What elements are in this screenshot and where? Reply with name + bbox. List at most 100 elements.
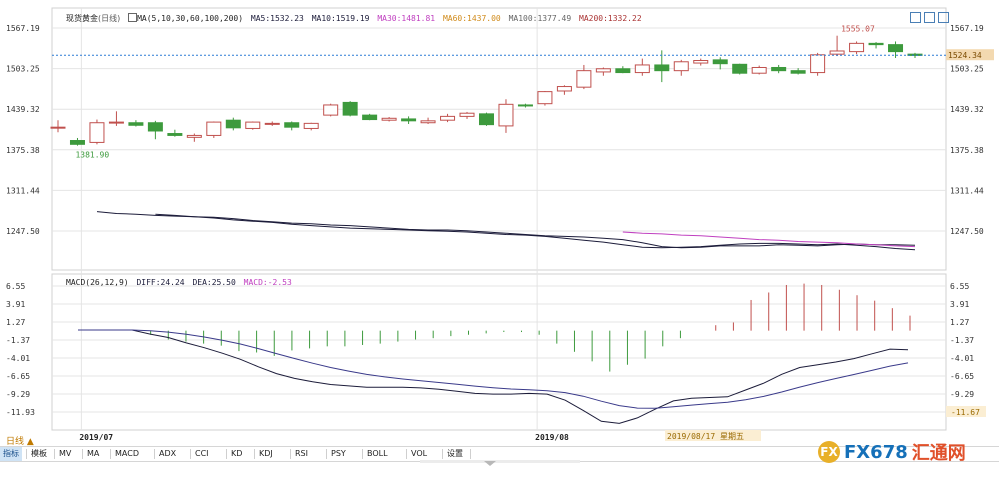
macd-y-tick-left: -4.01 bbox=[6, 354, 30, 363]
toolbar-separator bbox=[470, 449, 471, 459]
toolbar-tab[interactable]: PSY bbox=[331, 449, 346, 458]
ma5-value: MA5:1532.23 bbox=[250, 14, 304, 23]
price-y-tick-left: 1375.38 bbox=[6, 146, 40, 155]
toolbar-tab[interactable]: MACD bbox=[115, 449, 139, 458]
toolbar-separator bbox=[326, 449, 327, 459]
candle-body bbox=[849, 42, 865, 53]
zoom-out-icon[interactable] bbox=[924, 12, 935, 23]
candle-body bbox=[693, 60, 709, 64]
current-price-label: 1524.34 bbox=[948, 51, 982, 60]
macd-diff: DIFF:24.24 bbox=[136, 278, 185, 287]
candle-body bbox=[108, 121, 124, 124]
toolbar-tab[interactable]: MV bbox=[59, 449, 72, 458]
zoom-in-icon[interactable] bbox=[910, 12, 921, 23]
low-price-label: 1381.90 bbox=[75, 151, 109, 160]
price-y-tick-left: 1439.32 bbox=[6, 105, 40, 114]
scroll-track[interactable] bbox=[420, 460, 580, 463]
x-axis-label: 2019/07 bbox=[79, 433, 113, 442]
indicator-toolbar: 指标 模板 MV MA MACD ADX CCI KD KDJ RSI PSY BOLL VOL 设置 bbox=[0, 446, 999, 462]
current-price-tag bbox=[946, 49, 994, 61]
toolbar-tab[interactable]: MA bbox=[87, 449, 100, 458]
candle-body bbox=[595, 68, 611, 73]
candle-body bbox=[362, 114, 378, 121]
macd-y-tick-right: -9.29 bbox=[950, 390, 974, 399]
toolbar-tab[interactable]: 模板 bbox=[31, 449, 47, 458]
toolbar-tab[interactable]: ADX bbox=[159, 449, 177, 458]
candle-body bbox=[245, 121, 261, 129]
logo-mark-icon: FX bbox=[818, 441, 840, 463]
candle-body bbox=[50, 126, 66, 129]
candle-body bbox=[868, 42, 884, 46]
macd-value: MACD:-2.53 bbox=[243, 278, 292, 287]
candle-body bbox=[264, 122, 280, 125]
candle-body bbox=[829, 50, 845, 55]
macd-y-tick-right: -4.01 bbox=[950, 354, 974, 363]
period-tag[interactable]: (日线) bbox=[98, 14, 121, 23]
macd-y-tick-right: 6.55 bbox=[950, 282, 969, 291]
candle-body bbox=[69, 140, 85, 145]
candle-body bbox=[790, 70, 806, 74]
period-button[interactable]: 日线 ▲ bbox=[6, 437, 34, 447]
macd-header: MACD(26,12,9) DIFF:24.24 DEA:25.50 MACD:… bbox=[66, 278, 292, 288]
macd-y-tick-left: -11.93 bbox=[6, 408, 35, 417]
macd-marker-label: -11.67 bbox=[951, 408, 980, 417]
macd-params: MACD(26,12,9) bbox=[66, 278, 129, 287]
macd-y-tick-left: -6.65 bbox=[6, 372, 30, 381]
toolbar-tab[interactable]: CCI bbox=[195, 449, 209, 458]
candle-body bbox=[712, 59, 728, 65]
moving-average-line bbox=[96, 211, 916, 249]
candle-body bbox=[381, 117, 397, 121]
window-icon[interactable] bbox=[938, 12, 949, 23]
toolbar-separator bbox=[442, 449, 443, 459]
fx678-logo: FX FX678 汇通网 bbox=[818, 438, 966, 466]
toolbar-separator bbox=[82, 449, 83, 459]
toolbar-tab[interactable]: KD bbox=[231, 449, 243, 458]
candle-body bbox=[654, 64, 670, 72]
candle-body bbox=[303, 122, 319, 129]
candle-body bbox=[888, 44, 904, 53]
macd-marker-tag bbox=[946, 406, 986, 417]
price-y-tick-left: 1503.25 bbox=[6, 65, 40, 74]
toolbar-separator bbox=[226, 449, 227, 459]
candle-body bbox=[440, 115, 456, 121]
toolbar-tab[interactable]: BOLL bbox=[367, 449, 388, 458]
candle-body bbox=[206, 121, 222, 136]
toolbar-tab[interactable]: 指标 bbox=[0, 447, 22, 461]
candle-body bbox=[167, 133, 183, 136]
price-y-tick-left: 1247.50 bbox=[6, 227, 40, 236]
macd-y-tick-left: 1.27 bbox=[6, 318, 25, 327]
crosshair-date-label: 2019/08/17 星期五 bbox=[667, 432, 744, 441]
toolbar-separator bbox=[110, 449, 111, 459]
x-axis-label: 2019/08 bbox=[535, 433, 569, 442]
toolbar-tab[interactable]: RSI bbox=[295, 449, 308, 458]
toolbar-tab[interactable]: VOL bbox=[411, 449, 428, 458]
price-y-tick-left: 1311.44 bbox=[6, 186, 40, 195]
candle-body bbox=[479, 113, 494, 126]
candle-body bbox=[751, 66, 767, 74]
candle-body bbox=[342, 101, 358, 116]
crosshair-date-tag bbox=[665, 430, 761, 441]
high-price-label: 1555.07 bbox=[841, 25, 875, 34]
macd-diff-line bbox=[78, 329, 909, 424]
toolbar-tab[interactable]: 设置 bbox=[447, 449, 463, 458]
candle-body bbox=[89, 122, 105, 143]
symbol-name: 现货黄金 bbox=[66, 14, 98, 23]
price-y-tick-right: 1439.32 bbox=[950, 105, 984, 114]
toolbar-separator bbox=[26, 449, 27, 459]
macd-dea-line bbox=[78, 329, 909, 409]
candle-body bbox=[907, 53, 923, 56]
candle-body bbox=[147, 122, 163, 132]
macd-y-tick-left: 3.91 bbox=[6, 300, 25, 309]
macd-y-tick-left: -1.37 bbox=[6, 336, 30, 345]
ma-settings-icon[interactable] bbox=[128, 13, 138, 22]
candle-body bbox=[284, 122, 300, 128]
candle-body bbox=[498, 103, 514, 127]
candle-body bbox=[128, 122, 144, 126]
toolbar-separator bbox=[190, 449, 191, 459]
toolbar-tab[interactable]: KDJ bbox=[259, 449, 273, 458]
price-y-tick-left: 1567.19 bbox=[6, 24, 40, 33]
ma200-value: MA200:1332.22 bbox=[579, 14, 642, 23]
candle-body bbox=[401, 118, 417, 122]
candle-body bbox=[634, 64, 650, 74]
scroll-handle-icon[interactable] bbox=[484, 461, 496, 466]
